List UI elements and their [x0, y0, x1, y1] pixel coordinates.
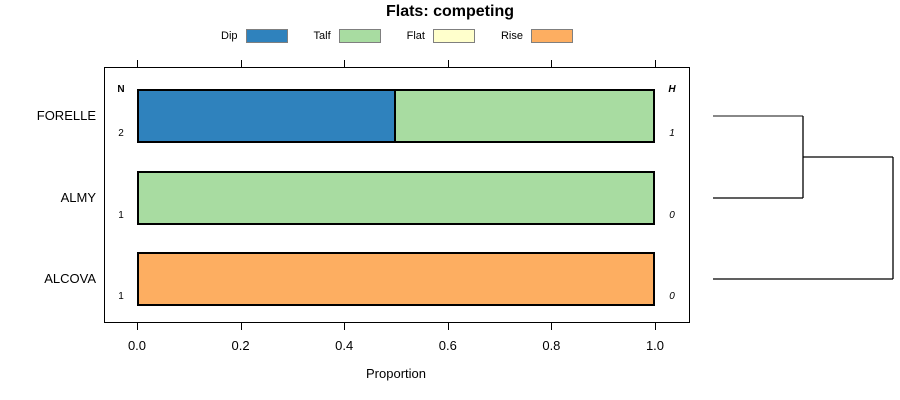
legend: Dip Talf Flat Rise: [104, 27, 690, 44]
bar-segment-talf: [139, 173, 653, 223]
chart-title: Flats: competing: [385, 3, 514, 20]
x-tick-top: [344, 60, 346, 67]
legend-label: Rise: [500, 29, 523, 42]
h-value: 0: [669, 291, 675, 302]
legend-swatch-rise-icon: [531, 28, 573, 43]
h-value: 0: [669, 210, 675, 221]
legend-label: Talf: [313, 29, 331, 42]
y-axis-label-almy: ALMY: [60, 190, 96, 205]
x-tick-top: [551, 60, 553, 67]
n-value: 1: [118, 210, 124, 221]
x-tick-bottom: [137, 323, 138, 330]
n-value: 2: [118, 128, 124, 139]
legend-item-talf: Talf: [313, 28, 381, 43]
legend-item-flat: Flat: [406, 28, 475, 43]
bar-forelle: [137, 89, 655, 143]
h-column-header: H: [668, 84, 676, 95]
legend-swatch-talf-icon: [338, 28, 381, 43]
x-tick-bottom: [447, 323, 449, 330]
legend-swatch-dip-icon: [245, 28, 288, 43]
x-tick-bottom: [240, 323, 242, 330]
x-tick-label: 0.2: [231, 338, 250, 353]
n-column-header: N: [117, 84, 125, 95]
legend-item-rise: Rise: [500, 28, 573, 43]
x-tick-top: [137, 60, 138, 67]
x-tick-bottom: [344, 323, 346, 330]
x-tick-label: 0.4: [335, 338, 354, 353]
x-axis-title: Proportion: [366, 366, 426, 381]
bar-segment-dip: [139, 91, 396, 141]
x-tick-label: 0.0: [127, 338, 147, 353]
x-tick-bottom: [551, 323, 553, 330]
bar-almy: [137, 171, 655, 225]
x-tick-top: [240, 60, 242, 67]
bar-segment-talf: [396, 91, 653, 141]
h-value: 1: [669, 128, 675, 139]
legend-item-dip: Dip: [221, 28, 288, 43]
legend-swatch-flat-icon: [432, 28, 475, 43]
y-axis-label-alcova: ALCOVA: [44, 271, 96, 286]
x-tick-label: 1.0: [645, 338, 665, 353]
legend-label: Dip: [221, 29, 238, 42]
y-axis-label-forelle: FORELLE: [36, 108, 96, 123]
x-tick-top: [447, 60, 449, 67]
bar-alcova: [137, 252, 655, 306]
legend-label: Flat: [406, 29, 425, 42]
x-tick-label: 0.8: [542, 338, 561, 353]
x-tick-top: [655, 60, 656, 67]
x-tick-bottom: [655, 323, 656, 330]
n-value: 1: [118, 291, 124, 302]
bar-segment-rise: [139, 254, 653, 304]
x-tick-label: 0.6: [438, 338, 457, 353]
